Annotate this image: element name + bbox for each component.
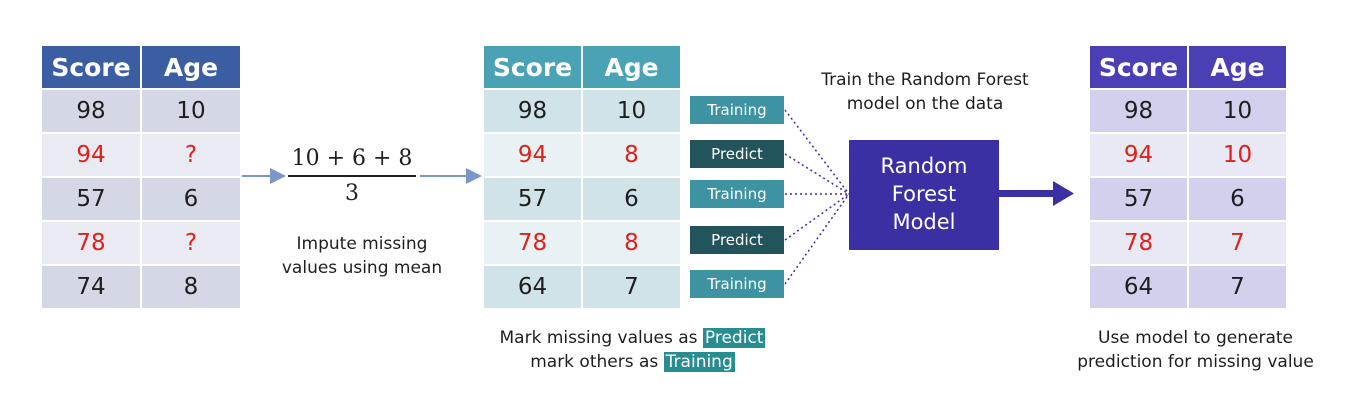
dotted-link-5 (784, 193, 850, 285)
header-score: Score (1088, 44, 1189, 90)
cell-age: 8 (581, 220, 682, 266)
arrow-model-to-table (999, 181, 1074, 206)
mark-caption-line2: mark others as Training (480, 350, 785, 374)
cell-age: 6 (1187, 176, 1288, 222)
dotted-link-2 (784, 153, 850, 195)
cell-age: 6 (140, 176, 242, 222)
imputed-data-table: Score Age 98 10 94 8 57 6 78 8 64 7 (482, 44, 682, 310)
use-caption-line1: Use model to generate (1098, 328, 1293, 348)
header-score: Score (482, 44, 583, 90)
table-row: 98 10 (1088, 88, 1288, 134)
impute-caption-line1: Impute missing (296, 234, 428, 254)
cell-age: 10 (140, 88, 242, 134)
mean-formula: 10 + 6 + 8 3 (288, 146, 416, 206)
predict-tag: Predict (690, 140, 784, 168)
cell-age: ? (140, 220, 242, 266)
cell-age: 8 (140, 264, 242, 310)
table-row: 57 6 (40, 176, 242, 222)
training-tag: Training (690, 270, 784, 298)
cell-age: 10 (1187, 132, 1288, 178)
dotted-link-4 (784, 193, 850, 241)
training-highlight: Training (663, 352, 735, 372)
cell-score: 98 (1088, 88, 1189, 134)
train-caption-line2: model on the data (846, 94, 1004, 114)
random-forest-model-box: Random Forest Model (849, 140, 999, 250)
table-row: 78 8 (482, 220, 682, 266)
table-row: 98 10 (482, 88, 682, 134)
cell-score: 78 (1088, 220, 1189, 266)
cell-score: 94 (482, 132, 583, 178)
cell-score: 74 (40, 264, 142, 310)
cell-score: 98 (40, 88, 142, 134)
cell-age: 6 (581, 176, 682, 222)
cell-score: 94 (40, 132, 142, 178)
use-caption-line2: prediction for missing value (1077, 352, 1314, 372)
training-tag: Training (690, 180, 784, 208)
cell-score: 57 (482, 176, 583, 222)
formula-denominator: 3 (345, 181, 359, 206)
training-tag: Training (690, 96, 784, 124)
predict-highlight: Predict (702, 328, 766, 348)
dotted-links (784, 109, 850, 285)
cell-age: 8 (581, 132, 682, 178)
predicted-data-table: Score Age 98 10 94 10 57 6 78 7 64 7 (1088, 44, 1288, 310)
cell-age: ? (140, 132, 242, 178)
table-row: 74 8 (40, 264, 242, 310)
table-row: 98 10 (40, 88, 242, 134)
train-caption: Train the Random Forest model on the dat… (800, 68, 1050, 116)
impute-caption-line2: values using mean (281, 258, 443, 278)
table-row: 57 6 (1088, 176, 1288, 222)
mark-caption-line1-prefix: Mark missing values as (499, 328, 703, 348)
use-model-caption: Use model to generate prediction for mis… (1058, 326, 1333, 374)
table-row: 94 ? (40, 132, 242, 178)
cell-age: 10 (1187, 88, 1288, 134)
header-age: Age (1187, 44, 1288, 90)
cell-score: 98 (482, 88, 583, 134)
cell-score: 57 (1088, 176, 1189, 222)
dotted-link-1 (784, 109, 850, 195)
mark-caption-line2-prefix: mark others as (530, 352, 664, 372)
cell-age: 7 (581, 264, 682, 310)
table-row: 64 7 (1088, 264, 1288, 310)
table-row: 64 7 (482, 264, 682, 310)
cell-score: 57 (40, 176, 142, 222)
train-caption-line1: Train the Random Forest (821, 70, 1029, 90)
cell-age: 7 (1187, 264, 1288, 310)
table-row: 78 7 (1088, 220, 1288, 266)
formula-numerator: 10 + 6 + 8 (288, 146, 416, 177)
table-row: 94 10 (1088, 132, 1288, 178)
header-age: Age (140, 44, 242, 90)
header-age: Age (581, 44, 682, 90)
model-box-line3: Model (892, 210, 956, 234)
mark-caption-line1: Mark missing values as Predict (480, 326, 785, 350)
mark-caption: Mark missing values as Predict mark othe… (480, 326, 785, 374)
cell-age: 7 (1187, 220, 1288, 266)
cell-age: 10 (581, 88, 682, 134)
cell-score: 94 (1088, 132, 1189, 178)
cell-score: 64 (482, 264, 583, 310)
original-data-table: Score Age 98 10 94 ? 57 6 78 ? 74 8 (40, 44, 242, 310)
cell-score: 64 (1088, 264, 1189, 310)
table-row: 94 8 (482, 132, 682, 178)
impute-caption: Impute missing values using mean (262, 232, 462, 280)
cell-score: 78 (40, 220, 142, 266)
predict-tag: Predict (690, 226, 784, 254)
table-row: 57 6 (482, 176, 682, 222)
model-box-line1: Random (880, 154, 968, 178)
model-box-line2: Forest (891, 182, 957, 206)
table-row: 78 ? (40, 220, 242, 266)
header-score: Score (40, 44, 142, 90)
cell-score: 78 (482, 220, 583, 266)
